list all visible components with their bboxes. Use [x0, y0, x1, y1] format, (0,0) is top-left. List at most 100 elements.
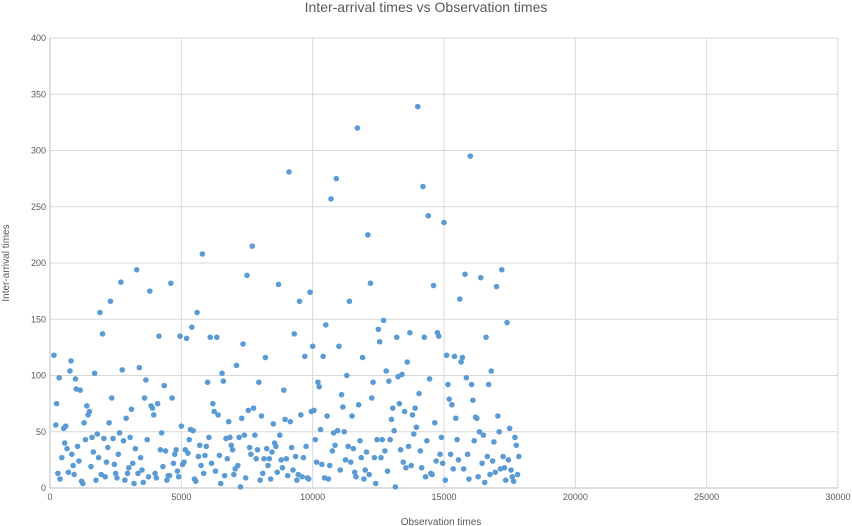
data-point: [291, 331, 298, 337]
data-point: [479, 460, 485, 467]
data-point: [386, 378, 392, 384]
data-point: [361, 476, 367, 482]
data-point: [328, 196, 334, 202]
data-point: [207, 334, 214, 341]
data-point: [466, 476, 472, 482]
data-point: [177, 333, 183, 339]
data-point: [510, 478, 517, 485]
data-point: [174, 468, 181, 474]
data-point: [156, 333, 162, 339]
data-point: [362, 467, 369, 473]
data-point: [198, 462, 204, 469]
data-point: [90, 449, 97, 455]
chart-title: Inter-arrival times vs Observation times: [305, 0, 548, 15]
data-point: [508, 467, 514, 473]
data-point: [345, 443, 351, 450]
data-point: [341, 428, 347, 435]
data-point: [217, 480, 224, 487]
data-point: [253, 455, 259, 462]
data-point: [455, 457, 462, 463]
data-point: [111, 461, 118, 468]
data-point: [462, 271, 468, 278]
data-point: [447, 451, 454, 458]
data-point: [252, 432, 258, 438]
data-point: [231, 471, 237, 478]
data-point: [186, 436, 193, 443]
data-point: [342, 457, 349, 463]
data-point: [365, 232, 371, 238]
x-tick-label: 5000: [171, 492, 191, 502]
data-point: [249, 243, 256, 249]
data-point: [501, 464, 508, 471]
data-point: [298, 412, 304, 418]
data-point: [250, 405, 257, 411]
data-point: [88, 463, 94, 470]
data-point: [56, 374, 62, 381]
data-point: [489, 458, 496, 464]
x-tick-label: 20000: [563, 492, 588, 502]
data-point: [319, 461, 325, 468]
data-point: [279, 464, 286, 471]
data-point: [170, 460, 177, 467]
data-point: [82, 436, 89, 443]
data-point: [413, 424, 420, 431]
data-point: [405, 443, 412, 450]
data-point: [282, 416, 288, 423]
data-point: [445, 381, 451, 388]
data-point: [128, 406, 135, 413]
data-point: [266, 455, 273, 462]
data-point: [337, 467, 344, 473]
data-point: [320, 353, 326, 360]
data-point: [446, 396, 453, 402]
data-point: [70, 462, 76, 469]
data-point: [338, 391, 345, 398]
data-point: [443, 352, 450, 359]
data-point: [273, 443, 279, 450]
data-point: [351, 469, 358, 476]
data-point: [378, 454, 384, 461]
data-point: [493, 283, 500, 290]
data-point: [477, 274, 484, 281]
data-point: [136, 364, 143, 371]
data-point: [278, 457, 284, 463]
y-tick-label: 100: [31, 371, 46, 381]
data-point: [94, 431, 101, 437]
data-point: [269, 449, 275, 455]
data-point: [357, 437, 363, 444]
data-point: [303, 443, 309, 450]
data-point: [311, 407, 317, 414]
data-point: [512, 434, 518, 441]
data-point: [284, 472, 291, 479]
data-point: [370, 379, 376, 386]
data-point: [161, 382, 168, 389]
data-point: [238, 415, 245, 422]
data-point: [203, 443, 210, 450]
x-tick-label: 30000: [825, 492, 850, 502]
data-point: [108, 395, 115, 401]
data-point: [500, 453, 506, 460]
data-point: [504, 319, 510, 326]
data-point: [241, 432, 248, 438]
data-point: [305, 476, 312, 482]
data-point: [346, 298, 353, 305]
data-point: [301, 353, 308, 360]
data-point: [237, 484, 244, 490]
data-point: [228, 442, 235, 449]
data-point: [454, 436, 460, 443]
data-point: [166, 472, 173, 479]
data-point: [372, 480, 379, 487]
data-point: [59, 454, 65, 461]
data-point: [61, 440, 68, 446]
data-point: [480, 432, 487, 438]
data-point: [132, 445, 139, 452]
data-point: [312, 436, 319, 443]
data-point: [387, 436, 393, 443]
data-point: [317, 426, 324, 433]
y-tick-label: 150: [31, 314, 46, 324]
data-point: [265, 462, 271, 469]
data-point: [246, 444, 253, 451]
x-axis-title: Observation times: [401, 517, 482, 526]
data-point: [374, 436, 380, 443]
data-point: [409, 412, 416, 418]
data-point: [64, 445, 70, 452]
